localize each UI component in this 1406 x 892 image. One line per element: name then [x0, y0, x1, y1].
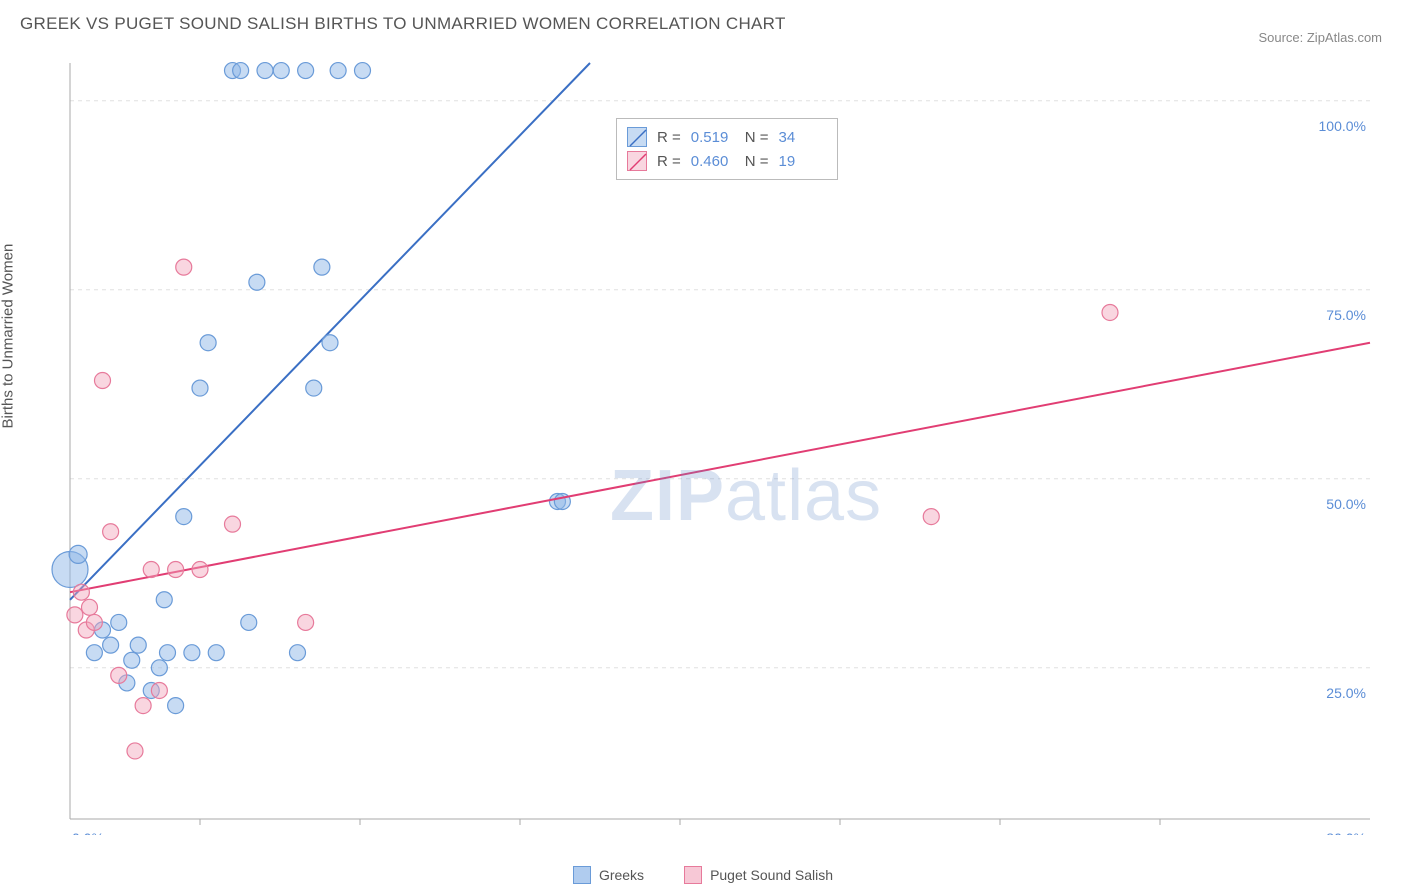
legend-swatch [573, 866, 591, 884]
n-label: N = [745, 153, 769, 170]
stats-row: R = 0.460 N = 19 [627, 149, 823, 173]
svg-text:80.0%: 80.0% [1326, 830, 1366, 835]
chart-area: 25.0%50.0%75.0%100.0%0.0%80.0% ZIPatlas … [50, 55, 1380, 835]
legend-swatch [684, 866, 702, 884]
r-label: R = [657, 153, 681, 170]
n-value: 19 [779, 153, 823, 170]
legend-item: Greeks [573, 866, 644, 884]
n-label: N = [745, 129, 769, 146]
series-swatch [627, 127, 647, 147]
legend-label: Puget Sound Salish [710, 867, 833, 883]
source-attribution: Source: ZipAtlas.com [1258, 30, 1382, 45]
legend-item: Puget Sound Salish [684, 866, 833, 884]
legend-label: Greeks [599, 867, 644, 883]
svg-text:50.0%: 50.0% [1326, 496, 1366, 512]
svg-text:75.0%: 75.0% [1326, 307, 1366, 323]
r-label: R = [657, 129, 681, 146]
svg-text:0.0%: 0.0% [72, 830, 104, 835]
n-value: 34 [779, 129, 823, 146]
bottom-legend: Greeks Puget Sound Salish [0, 866, 1406, 884]
svg-text:100.0%: 100.0% [1319, 118, 1366, 134]
stats-row: R = 0.519 N = 34 [627, 125, 823, 149]
chart-title: GREEK VS PUGET SOUND SALISH BIRTHS TO UN… [20, 14, 786, 34]
y-axis-label: Births to Unmarried Women [0, 244, 17, 429]
r-value: 0.460 [691, 153, 735, 170]
r-value: 0.519 [691, 129, 735, 146]
series-swatch [627, 151, 647, 171]
stats-legend: R = 0.519 N = 34 R = 0.460 N = 19 [616, 118, 838, 180]
svg-text:25.0%: 25.0% [1326, 685, 1366, 701]
